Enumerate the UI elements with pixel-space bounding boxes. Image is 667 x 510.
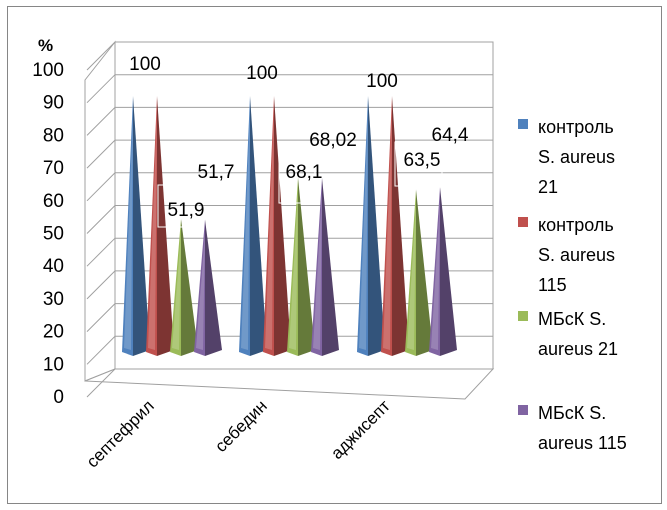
pyramid-bar	[405, 189, 433, 356]
y-tick-label: 0	[53, 387, 64, 408]
legend-item: МБсК S. aureus 115	[518, 403, 627, 453]
y-axis-ticks: 0 10 20 30 40 50 60 70 80 90 100	[32, 60, 64, 408]
pyramid-bar	[311, 177, 339, 356]
pyramid-face-right	[274, 96, 291, 356]
legend-swatch	[518, 405, 528, 415]
pyramid-highlight	[241, 111, 250, 350]
y-tick-label: 70	[43, 158, 64, 179]
pyramid-face-right	[133, 96, 150, 356]
pyramid-highlight	[431, 202, 440, 350]
legend-label: МБсК S. aureus 21	[538, 309, 618, 359]
pyramid-face-right	[368, 96, 385, 356]
legend-swatch	[518, 217, 528, 227]
pyramid-highlight	[289, 192, 298, 350]
gridline	[86, 41, 493, 71]
legend: контроль S. aureus 21 контроль S. aureus 115 М…	[518, 117, 627, 453]
data-labels: 100 51,9 51,7 100 68,1 68,02 100 63,5 64,4	[129, 54, 469, 228]
legend-swatch	[518, 119, 528, 129]
legend-label: контроль S. aureus 115	[538, 215, 615, 295]
pyramid-face-right	[205, 219, 222, 356]
data-label-box	[394, 141, 443, 187]
pyramid-highlight	[407, 204, 416, 350]
y-tick-label: 10	[43, 354, 64, 375]
pyramid-bar	[239, 96, 267, 356]
pyramid-face-right	[157, 96, 174, 356]
side-wall	[84, 40, 116, 382]
data-label: 51,9	[168, 200, 205, 221]
pyramid-bar	[429, 187, 457, 356]
category-label: септефрил	[83, 396, 158, 471]
pyramid-highlight	[265, 111, 274, 350]
data-label: 68,1	[286, 162, 323, 183]
y-tick-label: 40	[43, 256, 64, 277]
data-label-box	[278, 151, 316, 204]
pyramid-face-right	[322, 177, 339, 356]
pyramid-face-right	[392, 96, 409, 356]
y-tick-label: 20	[43, 322, 64, 343]
pyramid-bar	[263, 96, 291, 356]
legend-label: контроль S. aureus 21	[538, 117, 615, 197]
legend-label: МБсК S. aureus 115	[538, 403, 627, 453]
pyramid-highlight	[172, 234, 181, 350]
category-labels: септефрил себедин аджисепт	[83, 396, 394, 471]
pyramid-highlight	[148, 111, 157, 350]
pyramid-face-right	[298, 177, 315, 356]
category-label: аджисепт	[327, 396, 394, 463]
pyramid-face-right	[440, 187, 457, 356]
data-label: 64,4	[432, 125, 469, 146]
pyramid-highlight	[359, 111, 368, 350]
y-tick-label: 30	[43, 289, 64, 310]
legend-item: МБсК S. aureus 21	[518, 309, 618, 359]
category-label: себедин	[211, 396, 271, 456]
pyramid-highlight	[383, 111, 392, 350]
y-tick-label: 50	[43, 224, 64, 245]
pyramid-bar	[122, 96, 150, 356]
pyramid-face-right	[416, 189, 433, 356]
gridline	[86, 106, 493, 136]
gridline	[86, 368, 493, 398]
floor	[84, 368, 495, 400]
pyramids	[122, 96, 457, 356]
legend-item: контроль S. aureus 115	[518, 215, 615, 295]
pyramid-bar	[146, 96, 174, 356]
pyramid-bar	[381, 96, 409, 356]
pyramid-face-right	[250, 96, 267, 356]
data-label-box	[157, 184, 199, 228]
y-unit-label: %	[38, 36, 53, 55]
legend-swatch	[518, 311, 528, 321]
pyramid-highlight	[124, 111, 133, 350]
pyramid-bar	[287, 177, 315, 356]
pyramid-bar	[194, 219, 222, 356]
data-label: 63,5	[404, 150, 441, 171]
pyramid-highlight	[196, 234, 205, 350]
gridline	[86, 74, 493, 104]
data-label: 100	[129, 54, 161, 75]
data-label: 51,7	[198, 162, 235, 183]
y-tick-label: 80	[43, 125, 64, 146]
data-label: 68,02	[309, 130, 357, 151]
legend-item: контроль S. aureus 21	[518, 117, 615, 197]
y-tick-label: 90	[43, 93, 64, 114]
y-tick-label: 60	[43, 191, 64, 212]
pyramid-highlight	[313, 192, 322, 350]
pyramid-bar	[170, 219, 198, 356]
y-tick-label: 100	[32, 60, 64, 81]
data-label: 100	[366, 71, 398, 92]
pyramid-bar	[357, 96, 385, 356]
pyramid-face-right	[181, 219, 198, 356]
data-label: 100	[246, 63, 278, 84]
